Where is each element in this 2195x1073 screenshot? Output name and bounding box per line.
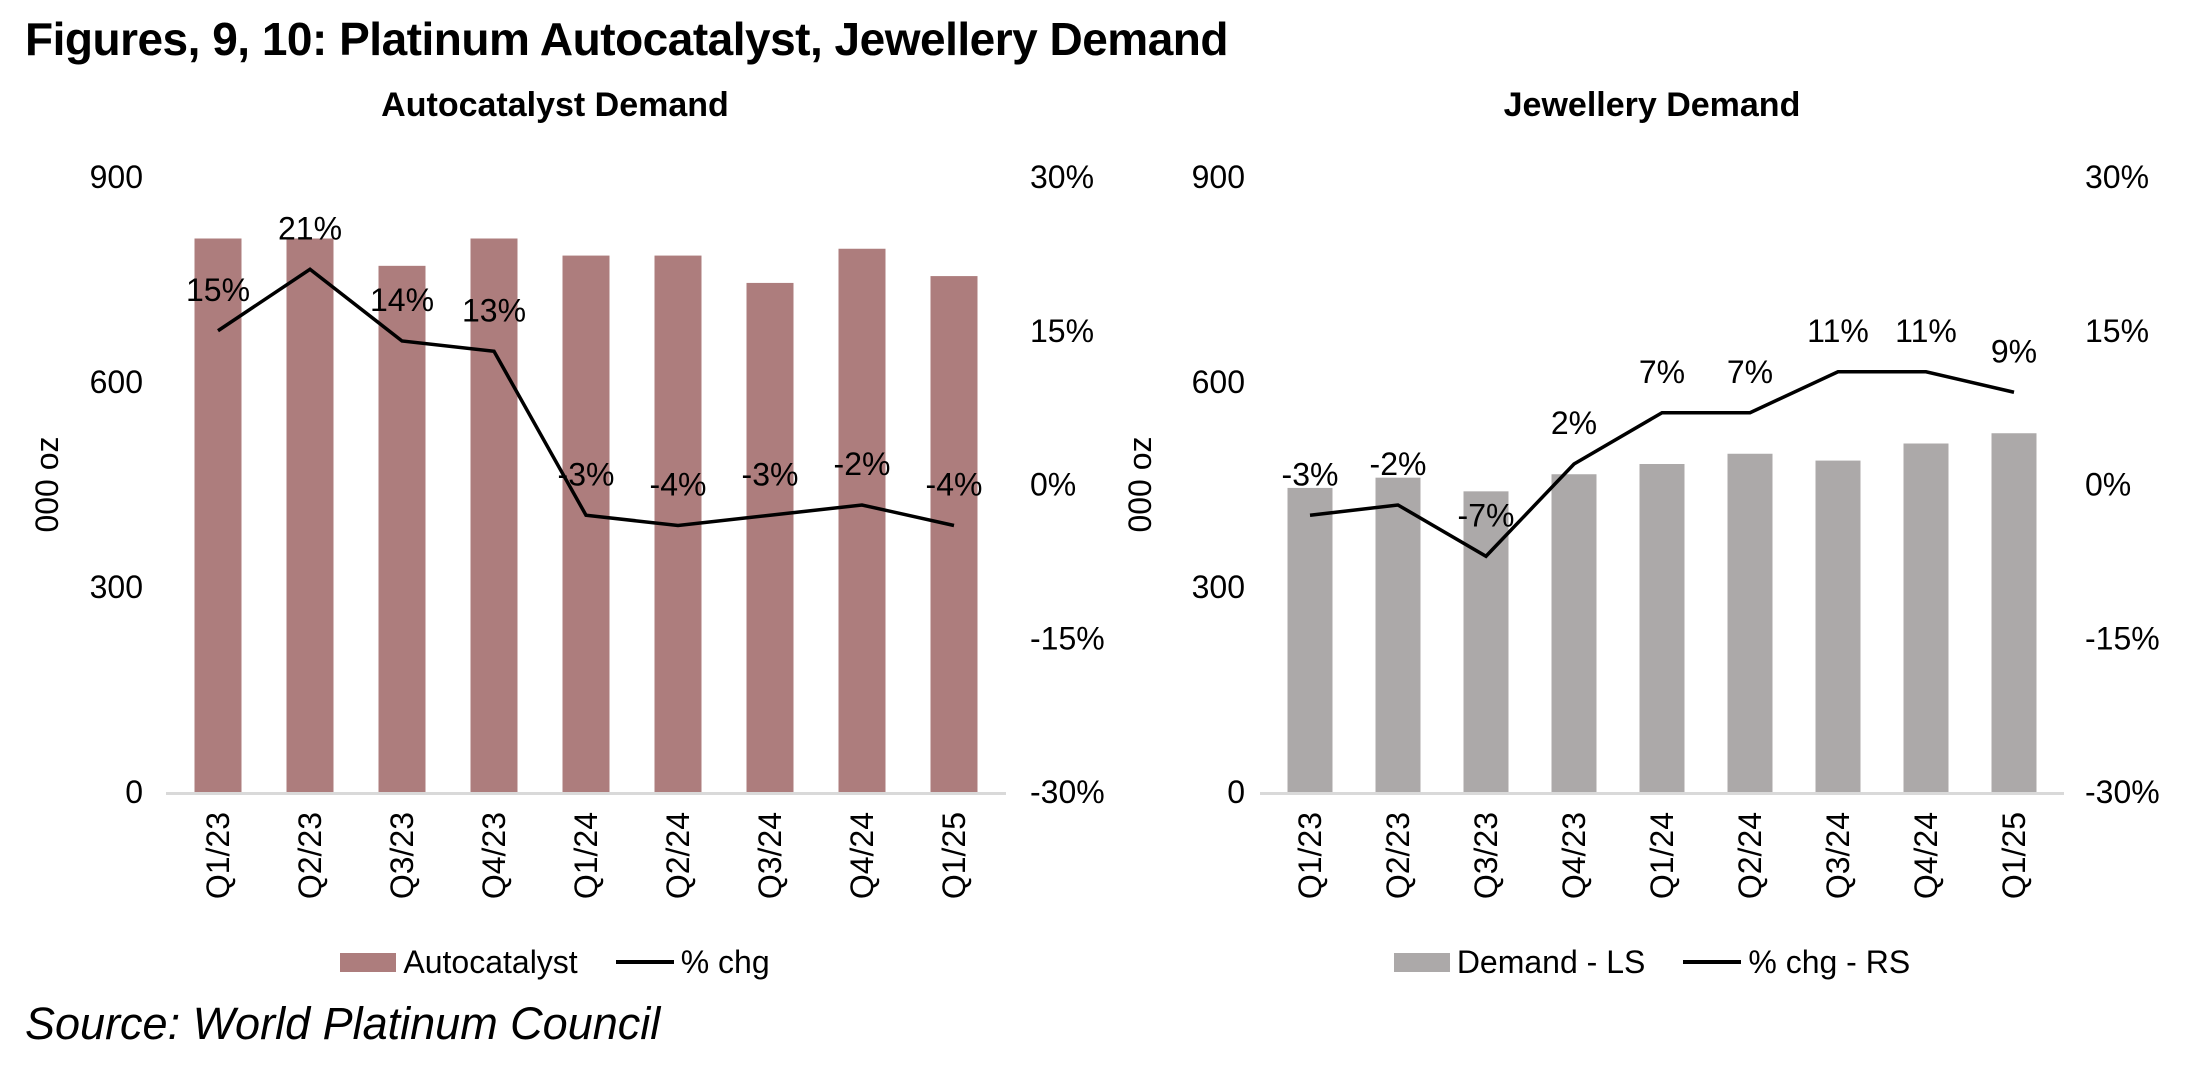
- x-axis-label: Q3/24: [752, 812, 788, 899]
- left-axis-tick: 0: [125, 774, 143, 810]
- bar-q1-24: [562, 255, 610, 793]
- data-label-q1-24: 7%: [1639, 354, 1685, 390]
- right-axis-tick: 0%: [1030, 467, 1076, 503]
- data-label-q1-24: -3%: [558, 456, 615, 492]
- data-label-q3-24: 11%: [1807, 313, 1869, 349]
- data-label-q3-23: -7%: [1458, 497, 1515, 533]
- left-axis-title: 000 oz: [29, 436, 65, 532]
- legend-swatch-demand-bar: [1393, 952, 1450, 972]
- x-axis-label: Q4/23: [476, 812, 512, 899]
- right-axis-tick: 15%: [2085, 313, 2149, 349]
- legend-item-autocatalyst: Autocatalyst: [340, 943, 578, 981]
- right-axis-tick: -15%: [2085, 620, 2160, 656]
- x-axis-label: Q2/24: [660, 812, 696, 899]
- page-title: Figures, 9, 10: Platinum Autocatalyst, J…: [25, 13, 1228, 65]
- x-axis-label: Q2/23: [1380, 812, 1416, 899]
- bar-q4-24: [838, 248, 886, 792]
- bar-q2-23: [1375, 477, 1421, 792]
- data-label-q3-23: 14%: [370, 282, 434, 318]
- legend-label-autocatalyst: Autocatalyst: [403, 943, 578, 980]
- legend-label-pct-chg-rs: % chg - RS: [1748, 943, 1911, 980]
- pct-chg-line: [1309, 370, 2015, 559]
- right-axis-tick: -30%: [2085, 774, 2160, 810]
- x-axis-label: Q1/25: [936, 812, 972, 899]
- legend-label-demand-ls: Demand - LS: [1456, 943, 1646, 980]
- legend-line-pct-chg-rs: [1683, 960, 1742, 964]
- bar-q1-25: [1991, 433, 2037, 792]
- x-axis-label: Q3/23: [1468, 812, 1504, 899]
- bar-q1-25: [930, 276, 978, 792]
- x-axis-label: Q2/23: [292, 812, 328, 899]
- left-axis-tick: 0: [1227, 774, 1245, 810]
- data-label-q2-24: -4%: [650, 467, 707, 503]
- data-label-q1-25: 9%: [1991, 333, 2037, 369]
- x-axis-label: Q4/24: [1908, 812, 1944, 899]
- pct-chg-line: [217, 267, 955, 528]
- x-axis-label: Q1/25: [1996, 812, 2032, 899]
- left-axis-tick: 300: [90, 569, 143, 605]
- data-label-q4-24: -2%: [834, 446, 891, 482]
- chart-title-jewellery: Jewellery Demand: [1503, 86, 1801, 124]
- data-label-q2-24: 7%: [1727, 354, 1773, 390]
- data-label-q2-23: -2%: [1370, 446, 1427, 482]
- bar-q3-23: [1463, 491, 1509, 792]
- left-axis-tick: 600: [90, 364, 143, 400]
- bar-q3-24: [746, 282, 794, 792]
- right-axis-tick: 0%: [2085, 467, 2131, 503]
- chart-title-autocatalyst: Autocatalyst Demand: [381, 86, 729, 124]
- bar-q4-23: [1551, 474, 1597, 792]
- legend-autocatalyst: Autocatalyst % chg: [105, 941, 1005, 983]
- data-label-q3-24: -3%: [742, 456, 799, 492]
- source-note: Source: World Platinum Council: [25, 998, 661, 1049]
- legend-label-pct-chg: % chg: [680, 943, 770, 980]
- data-label-q1-23: 15%: [186, 272, 250, 308]
- data-label-q4-24: 11%: [1895, 313, 1957, 349]
- x-axis-label: Q4/23: [1556, 812, 1592, 899]
- legend-jewellery: Demand - LS % chg - RS: [1202, 941, 2102, 983]
- bar-q3-23: [378, 265, 426, 792]
- right-axis-tick: 30%: [2085, 159, 2149, 195]
- x-axis-label: Q3/24: [1820, 812, 1856, 899]
- left-axis-tick: 900: [1192, 159, 1245, 195]
- x-axis-label: Q1/23: [1292, 812, 1328, 899]
- bar-q4-23: [470, 238, 518, 792]
- legend-item-pct-chg: % chg: [615, 943, 770, 981]
- right-axis-tick: -30%: [1030, 774, 1105, 810]
- data-label-q4-23: 2%: [1551, 405, 1597, 441]
- left-axis-title: 000 oz: [1122, 436, 1158, 532]
- left-axis-tick: 300: [1192, 569, 1245, 605]
- legend-item-pct-chg-rs: % chg - RS: [1683, 944, 1910, 981]
- x-axis-label: Q3/23: [384, 812, 420, 899]
- x-axis-label: Q1/23: [200, 812, 236, 899]
- legend-item-demand-ls: Demand - LS: [1393, 943, 1646, 981]
- bar-q2-23: [286, 238, 334, 792]
- right-axis-tick: 15%: [1030, 313, 1094, 349]
- legend-swatch-autocatalyst-bar: [340, 952, 397, 972]
- bar-q4-24: [1903, 443, 1949, 792]
- data-label-q1-25: -4%: [926, 467, 983, 503]
- bar-q3-24: [1815, 460, 1861, 792]
- legend-line-pct-chg: [615, 960, 674, 964]
- left-axis-tick: 600: [1192, 364, 1245, 400]
- x-axis-label: Q4/24: [844, 812, 880, 899]
- x-axis-label: Q1/24: [568, 812, 604, 899]
- bar-q2-24: [1727, 453, 1773, 792]
- left-axis-tick: 900: [90, 159, 143, 195]
- bar-q1-24: [1639, 464, 1685, 792]
- x-axis-label: Q2/24: [1732, 812, 1768, 899]
- x-axis-label: Q1/24: [1644, 812, 1680, 899]
- bar-q1-23: [1287, 487, 1333, 792]
- right-axis-tick: 30%: [1030, 159, 1094, 195]
- right-axis-tick: -15%: [1030, 620, 1105, 656]
- data-label-q2-23: 21%: [278, 210, 342, 246]
- data-label-q1-23: -3%: [1282, 456, 1339, 492]
- data-label-q4-23: 13%: [462, 292, 526, 328]
